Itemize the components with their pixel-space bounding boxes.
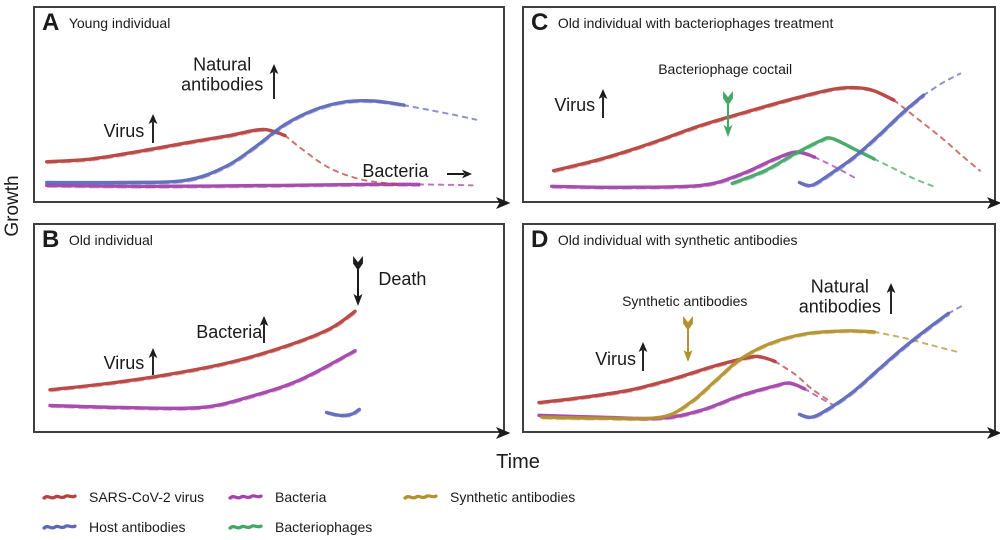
bacteria-increase-arrow	[259, 315, 269, 343]
annotations-layer: Synthetic antibodies Virus Natural antibod…	[524, 225, 994, 431]
panel-title: Old individual	[68, 231, 153, 248]
panel-a-young-individual: A Young individual Natural antibodies Vir…	[33, 6, 511, 209]
natural-antibodies-increase-arrow	[886, 282, 896, 314]
annotations-layer: Virus Bacteriophage coctail	[524, 8, 994, 201]
synthetic-antibodies-injection-arrow	[682, 315, 693, 362]
legend-item-sars-cov-2-virus: SARS-CoV-2 virus	[42, 489, 204, 505]
panel-letter: D	[531, 226, 549, 253]
legend-item-bacteria: Bacteria	[228, 489, 326, 505]
death-arrow	[353, 256, 364, 307]
annotations-layer: Death Bacteria Virus	[35, 225, 503, 431]
bacteria-label: Bacteria	[196, 321, 263, 342]
legend-label: Bacteriophages	[275, 519, 373, 535]
legend-label: Host antibodies	[89, 519, 186, 535]
bacteriophage-cocktail-injection-arrow	[723, 90, 733, 137]
virus-increase-arrow	[638, 342, 648, 372]
legend-swatch-squiggle-icon	[42, 524, 77, 530]
growth-curves-plot	[550, 72, 981, 190]
legend-swatch-squiggle-icon	[403, 494, 438, 500]
virus-increase-arrow	[148, 114, 158, 144]
death-label: Death	[378, 268, 427, 289]
panel-letter: C	[531, 9, 549, 36]
legend-label: Bacteria	[275, 489, 327, 505]
synthetic-antibodies-label: Synthetic antibodies	[622, 292, 748, 309]
y-axis-label: Growth	[2, 175, 23, 237]
legend-item-synthetic-antibodies: Synthetic antibodies	[403, 489, 575, 505]
bacteria-label: Bacteria	[362, 160, 429, 181]
virus-increase-arrow	[598, 88, 608, 118]
legend-swatch-squiggle-icon	[228, 494, 263, 500]
legend-item-host-antibodies: Host antibodies	[42, 519, 186, 535]
panel-title: Old individual with synthetic antibodies	[557, 231, 798, 248]
virus-increase-arrow	[148, 347, 158, 375]
panel-header: D Old individual with synthetic antibodi…	[531, 226, 798, 253]
virus-label: Virus	[595, 348, 636, 369]
natural-antibodies-increase-arrow	[269, 64, 279, 100]
panel-header: C Old individual with bacteriophages tre…	[531, 9, 834, 36]
natural-antibodies-label: Natural antibodies	[181, 54, 264, 95]
panel-d-synthetic-antibodies: D Old individual with synthetic antibodi…	[522, 223, 1000, 439]
legend-swatch-squiggle-icon	[228, 524, 263, 530]
growth-curves-plot	[45, 99, 478, 189]
legend-label: SARS-CoV-2 virus	[89, 489, 205, 505]
panel-title: Young individual	[68, 14, 171, 31]
x-axis-arrowhead-icon	[987, 427, 1000, 439]
legend-label: Synthetic antibodies	[450, 489, 576, 505]
x-axis-arrowhead-icon	[987, 197, 1000, 209]
panel-c-bacteriophages-treatment: C Old individual with bacteriophages tre…	[522, 6, 1000, 209]
panel-b-old-individual: B Old individual Death Bacteria Virus	[33, 223, 511, 439]
x-axis-arrowhead-icon	[496, 427, 511, 439]
panel-header: B Old individual	[42, 226, 153, 253]
virus-label: Virus	[554, 94, 596, 115]
panel-header: A Young individual	[42, 9, 171, 36]
bacteriophage-cocktail-label: Bacteriophage coctail	[658, 61, 793, 78]
x-axis-label: Time	[496, 451, 540, 473]
legend-item-bacteriophages: Bacteriophages	[228, 519, 372, 535]
growth-curves-plot	[537, 305, 963, 422]
virus-label: Virus	[103, 352, 145, 373]
virus-label: Virus	[103, 120, 145, 141]
x-axis-arrowhead-icon	[496, 197, 511, 209]
panel-letter: B	[42, 226, 60, 253]
panel-title: Old individual with bacteriophages treat…	[557, 14, 834, 31]
bacteria-flat-arrow	[446, 169, 472, 178]
natural-antibodies-label: Natural antibodies	[798, 276, 881, 317]
panel-letter: A	[42, 9, 60, 36]
growth-curves-plot	[48, 309, 361, 418]
legend-swatch-squiggle-icon	[42, 494, 77, 500]
annotations-layer: Natural antibodies Virus Bacteria	[35, 8, 503, 201]
